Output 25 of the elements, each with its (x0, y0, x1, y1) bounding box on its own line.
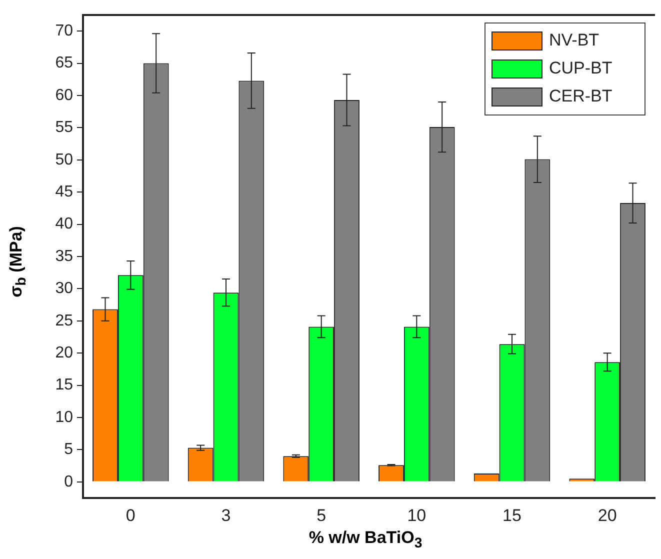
y-tick-label: 65 (55, 54, 74, 72)
x-tick-label: 10 (407, 506, 426, 525)
x-tick-label: 3 (221, 506, 231, 525)
y-tick-label: 25 (55, 312, 74, 330)
y-tick-label: 70 (55, 22, 74, 40)
y-tick-label: 45 (55, 184, 74, 201)
x-tick-label: 20 (598, 506, 617, 525)
legend-label: NV-BT (549, 30, 600, 50)
y-tick-label: 60 (55, 86, 74, 104)
y-tick-label: 10 (55, 408, 74, 426)
y-tick-label: 55 (55, 119, 74, 136)
y-tick-label: 40 (55, 216, 74, 233)
x-tick-label: 15 (502, 506, 522, 525)
x-axis-title: % w/w BaTiO$_{3}$ (308, 528, 424, 552)
legend-label: CER-BT (549, 86, 612, 106)
y-tick-label: 15 (55, 376, 74, 394)
legend-label: CUP-BT (549, 58, 612, 78)
y-tick-label: 5 (64, 441, 74, 458)
y-tick-label: 30 (55, 280, 74, 298)
y-tick-label: 0 (64, 473, 74, 490)
y-tick-label: 35 (55, 248, 74, 265)
x-tick-label: 0 (126, 506, 136, 525)
x-tick-label: 5 (316, 506, 326, 525)
y-tick-label: 50 (55, 151, 74, 168)
y-tick-label: 20 (55, 344, 74, 362)
